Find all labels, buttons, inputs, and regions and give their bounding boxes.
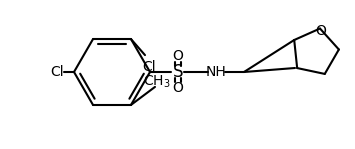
Text: S: S [173, 63, 183, 81]
Text: O: O [316, 24, 327, 38]
Text: O: O [173, 81, 184, 95]
Text: CH$_3$: CH$_3$ [143, 74, 171, 90]
Text: Cl: Cl [142, 60, 156, 74]
Text: O: O [173, 49, 184, 63]
Text: NH: NH [206, 65, 226, 79]
Text: Cl: Cl [50, 65, 64, 79]
